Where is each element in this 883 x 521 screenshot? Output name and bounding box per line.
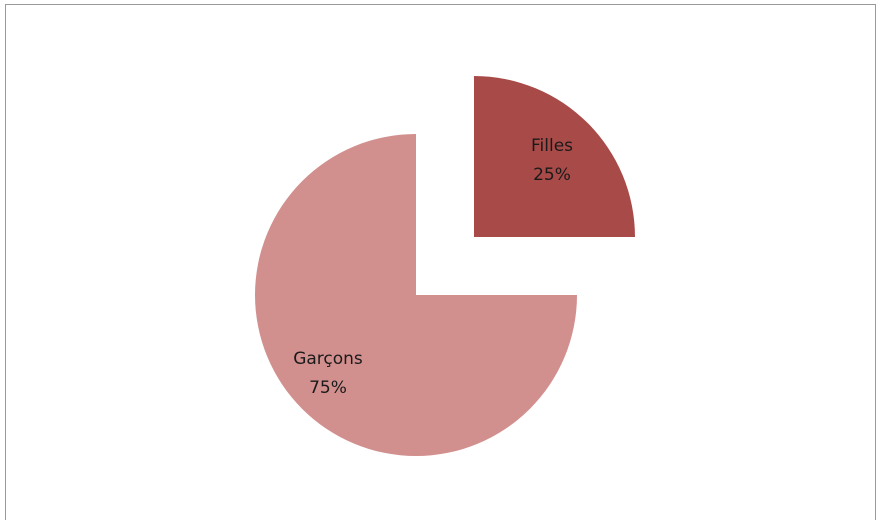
slice-label-filles-value: 25% bbox=[533, 165, 571, 185]
pie-slices bbox=[255, 76, 635, 456]
pie-slice-filles bbox=[473, 76, 635, 238]
chart-area: Filles 25% Garçons 75% bbox=[5, 4, 876, 520]
pie-slice-garons bbox=[255, 134, 577, 456]
slice-label-filles-name: Filles bbox=[531, 136, 573, 156]
slice-labels: Filles 25% Garçons 75% bbox=[293, 136, 573, 398]
slice-label-garcons-value: 75% bbox=[309, 378, 347, 398]
slice-label-garcons-name: Garçons bbox=[293, 349, 363, 369]
pie-chart: Filles 25% Garçons 75% bbox=[255, 76, 635, 456]
